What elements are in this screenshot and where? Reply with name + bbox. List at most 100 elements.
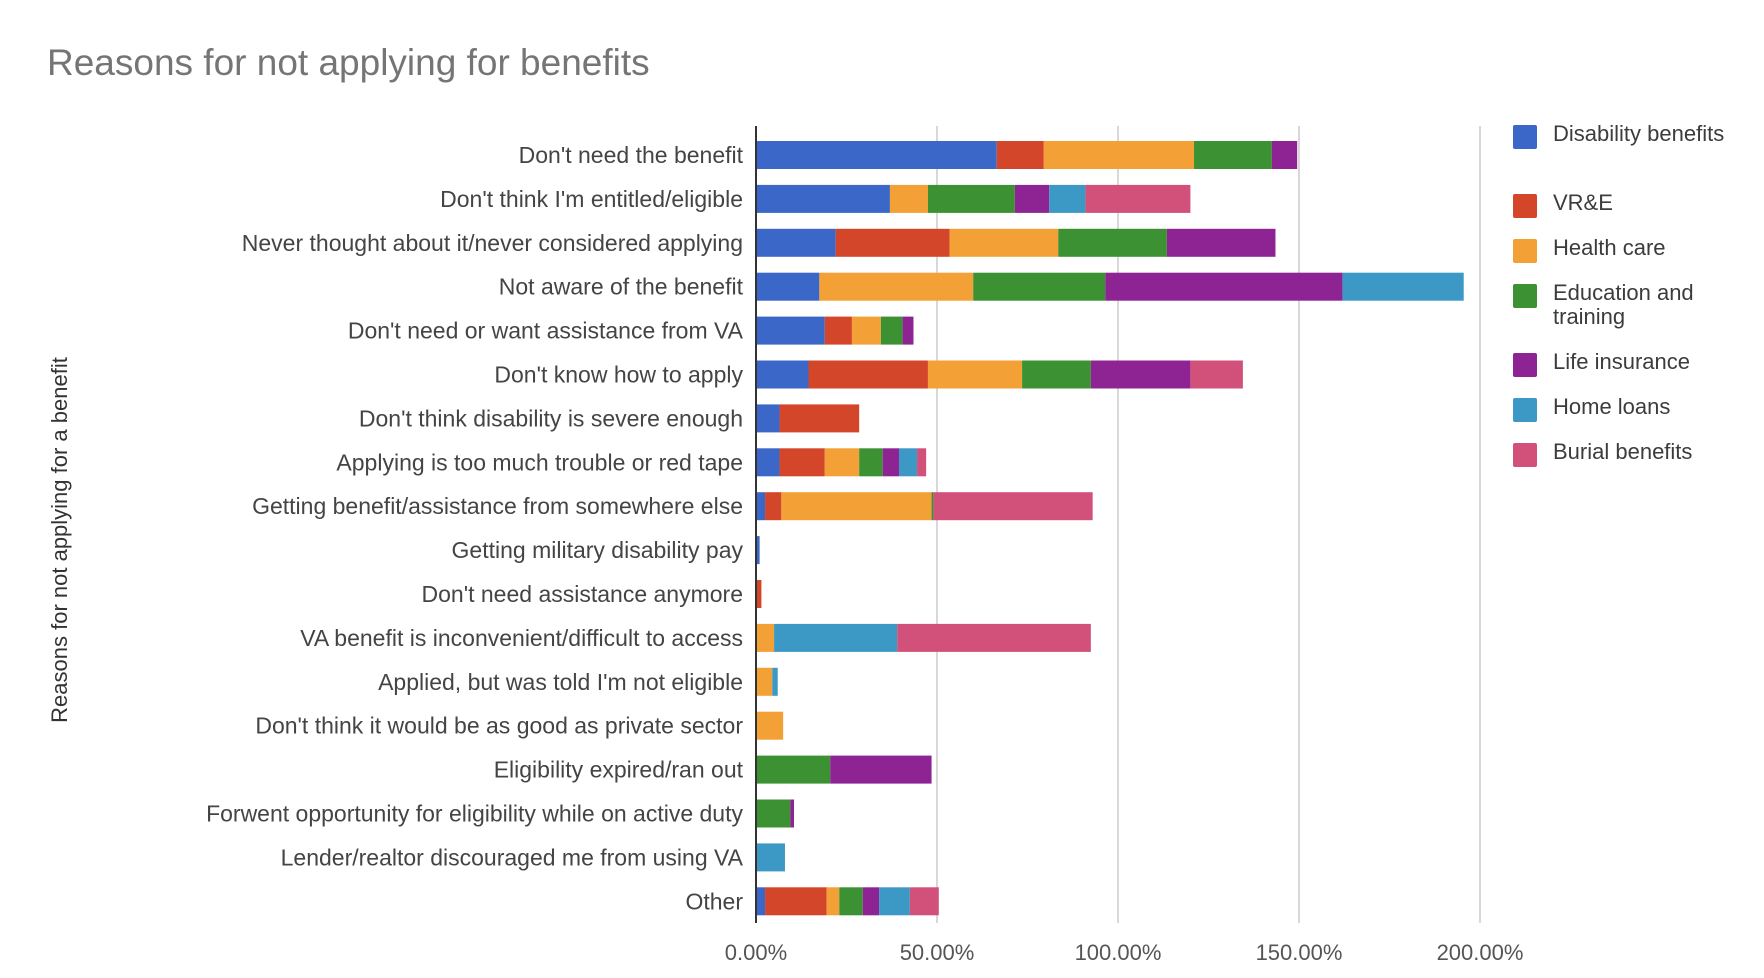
bar-segment[interactable] [1049, 184, 1086, 213]
bar-segment[interactable] [774, 623, 898, 652]
category-label: Not aware of the benefit [499, 274, 744, 300]
legend-swatch [1513, 125, 1537, 149]
bar-segment[interactable] [889, 184, 928, 213]
x-tick-label: 150.00% [1256, 940, 1343, 965]
bar-segment[interactable] [756, 580, 762, 608]
category-label: VA benefit is inconvenient/difficult to … [300, 625, 743, 651]
x-tick-label: 100.00% [1075, 940, 1162, 965]
category-label: Other [685, 888, 743, 914]
bar-segment[interactable] [756, 623, 775, 652]
bar-segment[interactable] [756, 316, 825, 345]
bar-segment[interactable] [996, 141, 1044, 169]
bar-segment[interactable] [862, 887, 880, 916]
bar-segment[interactable] [851, 316, 881, 345]
bar-segment[interactable] [1085, 184, 1191, 213]
category-label: Forwent opportunity for eligibility whil… [206, 801, 743, 827]
bar-segment[interactable] [897, 623, 1091, 652]
bar-segment[interactable] [1043, 141, 1195, 169]
legend-item[interactable]: Life insurance [1513, 350, 1738, 377]
bar-segment[interactable] [1194, 141, 1272, 169]
bar-segment[interactable] [1058, 228, 1167, 257]
legend-swatch [1513, 398, 1537, 422]
bar-segment[interactable] [1014, 184, 1050, 213]
bar-segment[interactable] [756, 755, 831, 784]
bar-segment[interactable] [927, 360, 1023, 389]
bar-segment[interactable] [819, 272, 974, 301]
legend-item[interactable]: Health care [1513, 236, 1738, 263]
bar-segment[interactable] [808, 360, 928, 389]
bar-segment[interactable] [931, 492, 934, 521]
x-tick-label: 0.00% [725, 940, 787, 965]
legend-label: Life insurance [1553, 349, 1690, 374]
bar-segment[interactable] [835, 228, 950, 257]
bar-segment[interactable] [824, 316, 852, 345]
bar-segment[interactable] [756, 184, 890, 213]
bar-segment[interactable] [1342, 272, 1464, 301]
legend-item[interactable]: Home loans [1513, 395, 1738, 422]
bar-segment[interactable] [756, 448, 780, 477]
bar-segment[interactable] [826, 887, 840, 916]
category-label: Eligibility expired/ran out [494, 757, 744, 783]
bar-segment[interactable] [1190, 360, 1243, 389]
category-label: Applying is too much trouble or red tape [336, 449, 743, 475]
bar-segment[interactable] [859, 448, 883, 477]
bar-segment[interactable] [756, 887, 766, 916]
bar-segment[interactable] [756, 799, 791, 828]
bar-segment[interactable] [790, 799, 795, 828]
bar-segment[interactable] [1022, 360, 1091, 389]
legend-swatch [1513, 284, 1537, 308]
bar-segment[interactable] [973, 272, 1106, 301]
bar-segment[interactable] [781, 492, 932, 521]
legend-label: Burial benefits [1553, 439, 1693, 464]
bar-segment[interactable] [779, 448, 825, 477]
bar-segment[interactable] [756, 667, 773, 696]
legend-item[interactable]: Burial benefits [1513, 440, 1738, 467]
bar-segment[interactable] [756, 492, 766, 521]
bar-segment[interactable] [839, 887, 863, 916]
bar-segment[interactable] [765, 492, 782, 521]
bar-segment[interactable] [909, 887, 939, 916]
bar-segment[interactable] [756, 843, 785, 872]
legend-item[interactable]: VR&E [1513, 191, 1738, 218]
bar-segment[interactable] [824, 448, 860, 477]
category-label: Don't need assistance anymore [422, 581, 743, 607]
x-tick-label: 200.00% [1437, 940, 1524, 965]
category-label: Getting benefit/assistance from somewher… [252, 493, 743, 519]
legend-label: Disability benefits [1553, 121, 1725, 146]
bar-segment[interactable] [765, 887, 827, 916]
bar-segment[interactable] [1166, 228, 1276, 257]
bar-segment[interactable] [756, 272, 820, 301]
category-label: Don't think it would be as good as priva… [255, 713, 743, 739]
bar-segment[interactable] [756, 711, 784, 740]
bar-segment[interactable] [830, 755, 932, 784]
bar-segment[interactable] [756, 536, 760, 565]
category-label: Don't need or want assistance from VA [348, 318, 744, 344]
legend-item[interactable]: Disability benefits [1513, 122, 1738, 149]
legend-label: Health care [1553, 235, 1666, 260]
bar-segment[interactable] [756, 141, 997, 169]
category-label: Lender/realtor discouraged me from using… [281, 844, 744, 870]
bar-segment[interactable] [927, 184, 1015, 213]
bar-segment[interactable] [1105, 272, 1343, 301]
bar-segment[interactable] [1090, 360, 1191, 389]
legend-label: Home loans [1553, 394, 1671, 419]
bar-segment[interactable] [756, 360, 809, 389]
bar-segment[interactable] [772, 667, 778, 696]
bar-segment[interactable] [779, 404, 860, 433]
bar-segment[interactable] [917, 448, 927, 477]
bar-segment[interactable] [879, 887, 910, 916]
legend-item[interactable]: Education and training [1513, 281, 1738, 329]
bar-segment[interactable] [949, 228, 1059, 257]
bar-segment[interactable] [880, 316, 903, 345]
bar-segment[interactable] [756, 228, 836, 257]
bar-segment[interactable] [898, 448, 918, 477]
chart-title: Reasons for not applying for benefits [47, 42, 650, 83]
category-label: Don't think disability is severe enough [359, 405, 743, 431]
category-label: Don't think I'm entitled/eligible [440, 186, 743, 212]
bar-segment[interactable] [933, 492, 1093, 521]
bar-segment[interactable] [756, 404, 780, 433]
bar-segment[interactable] [902, 316, 914, 345]
bar-segment[interactable] [1271, 141, 1298, 169]
bar-segment[interactable] [882, 448, 899, 477]
